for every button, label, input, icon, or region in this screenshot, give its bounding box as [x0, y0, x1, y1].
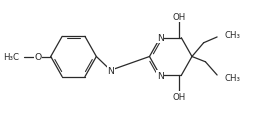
- Text: OH: OH: [173, 92, 186, 101]
- Text: H₃C: H₃C: [3, 53, 19, 61]
- Text: N: N: [107, 66, 114, 75]
- Text: O: O: [35, 53, 42, 61]
- Text: N: N: [157, 34, 164, 43]
- Text: OH: OH: [173, 13, 186, 22]
- Text: N: N: [157, 71, 164, 80]
- Text: CH₃: CH₃: [224, 31, 240, 40]
- Text: CH₃: CH₃: [224, 73, 240, 82]
